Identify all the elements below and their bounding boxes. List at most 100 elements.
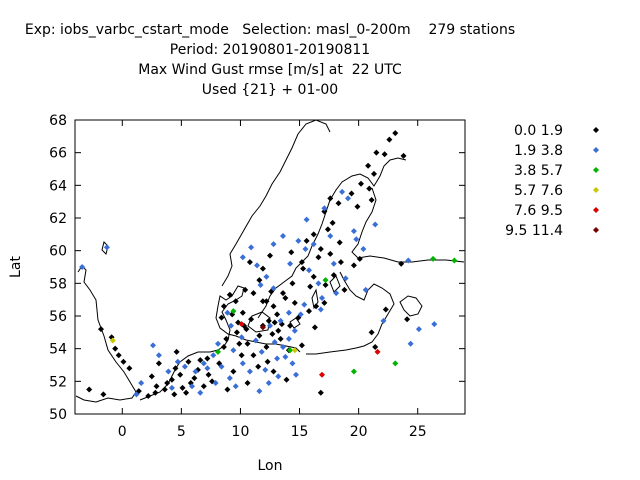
data-point bbox=[335, 200, 342, 207]
legend-label: 9.5 11.4 bbox=[505, 223, 563, 239]
data-point bbox=[300, 265, 307, 272]
data-point bbox=[215, 348, 221, 355]
data-point bbox=[289, 360, 296, 367]
legend-label: 5.7 7.6 bbox=[514, 183, 563, 199]
data-point bbox=[165, 368, 172, 375]
data-point bbox=[133, 391, 140, 398]
data-point bbox=[386, 136, 393, 143]
data-point bbox=[277, 335, 284, 342]
data-point bbox=[233, 329, 240, 336]
data-point bbox=[382, 306, 389, 313]
data-point bbox=[263, 273, 270, 280]
chart-title-line-1: Exp: iobs_varbc_cstart_mode Selection: m… bbox=[24, 22, 516, 38]
data-point bbox=[138, 379, 145, 386]
legend-marker bbox=[593, 187, 599, 193]
data-point bbox=[174, 358, 181, 365]
y-tick-label: 56 bbox=[49, 309, 67, 325]
data-point bbox=[321, 299, 328, 306]
data-point bbox=[310, 241, 317, 248]
data-point bbox=[295, 237, 302, 244]
data-point bbox=[232, 298, 239, 305]
data-point bbox=[339, 188, 346, 195]
data-point bbox=[306, 267, 312, 274]
y-tick-label: 66 bbox=[49, 146, 67, 162]
data-point bbox=[120, 358, 127, 365]
data-point bbox=[218, 363, 225, 370]
data-point bbox=[415, 326, 422, 333]
data-point bbox=[181, 363, 188, 370]
data-point bbox=[204, 355, 211, 362]
data-point bbox=[277, 317, 284, 324]
data-point bbox=[270, 241, 277, 248]
data-point bbox=[230, 347, 237, 354]
data-point bbox=[274, 311, 281, 318]
data-point bbox=[291, 299, 298, 306]
chart-title-line-3: Max Wind Gust rmse [m/s] at 22 UTC bbox=[138, 62, 402, 78]
y-tick-label: 64 bbox=[49, 178, 67, 194]
data-point bbox=[315, 280, 322, 287]
data-point bbox=[313, 303, 320, 310]
data-point bbox=[244, 379, 251, 386]
data-point bbox=[431, 321, 438, 328]
data-point bbox=[220, 303, 227, 310]
data-point bbox=[350, 262, 357, 269]
data-point bbox=[341, 286, 348, 293]
chart-title-block: Exp: iobs_varbc_cstart_mode Selection: m… bbox=[0, 20, 540, 100]
chart-title-line-2: Period: 20190801-20190811 bbox=[169, 42, 371, 58]
data-point bbox=[148, 373, 155, 380]
data-point bbox=[246, 259, 253, 266]
data-point bbox=[287, 322, 294, 329]
data-point bbox=[368, 197, 375, 204]
data-point bbox=[270, 285, 277, 292]
data-point bbox=[405, 257, 412, 264]
data-point bbox=[257, 281, 264, 288]
data-point bbox=[228, 322, 234, 329]
data-point bbox=[155, 360, 162, 367]
data-point bbox=[311, 324, 318, 331]
data-point bbox=[168, 376, 175, 383]
data-point bbox=[226, 375, 233, 382]
data-point bbox=[303, 237, 310, 244]
data-point bbox=[223, 335, 230, 342]
x-tick-label: 25 bbox=[409, 424, 427, 440]
data-point bbox=[250, 290, 257, 297]
data-point bbox=[342, 275, 349, 282]
data-point bbox=[264, 358, 271, 365]
data-point bbox=[271, 339, 278, 346]
data-point bbox=[168, 384, 175, 391]
data-point bbox=[291, 327, 298, 334]
data-point bbox=[381, 151, 388, 158]
data-point bbox=[248, 244, 255, 251]
legend: 0.0 1.9 1.9 3.8 3.8 5.7 5.7 7.6 7.6 9.5 9.5 1… bbox=[505, 123, 599, 239]
data-point bbox=[293, 371, 299, 378]
x-tick-label: 0 bbox=[118, 424, 127, 440]
data-point bbox=[254, 262, 260, 269]
legend-marker bbox=[593, 167, 599, 173]
data-point bbox=[327, 232, 334, 239]
data-point bbox=[275, 373, 282, 380]
data-point bbox=[109, 337, 116, 344]
data-point bbox=[356, 255, 363, 262]
legend-marker bbox=[593, 207, 599, 213]
x-tick-label: 15 bbox=[291, 424, 309, 440]
data-point bbox=[271, 319, 278, 326]
data-point bbox=[285, 335, 292, 342]
y-tick-label: 52 bbox=[49, 374, 67, 390]
data-point bbox=[373, 149, 380, 156]
data-point bbox=[374, 348, 381, 355]
data-point bbox=[315, 254, 322, 261]
data-point bbox=[218, 314, 225, 321]
data-point bbox=[354, 203, 361, 210]
data-point bbox=[303, 216, 310, 223]
data-point bbox=[98, 326, 104, 333]
data-point bbox=[400, 152, 407, 159]
data-point bbox=[321, 208, 328, 215]
data-point bbox=[246, 368, 253, 375]
legend-marker bbox=[593, 147, 599, 153]
data-point bbox=[230, 368, 237, 375]
chart-title-line-4: Used {21} + 01-00 bbox=[201, 82, 339, 98]
data-point bbox=[239, 360, 246, 367]
data-point bbox=[112, 345, 119, 352]
data-point bbox=[191, 375, 198, 382]
